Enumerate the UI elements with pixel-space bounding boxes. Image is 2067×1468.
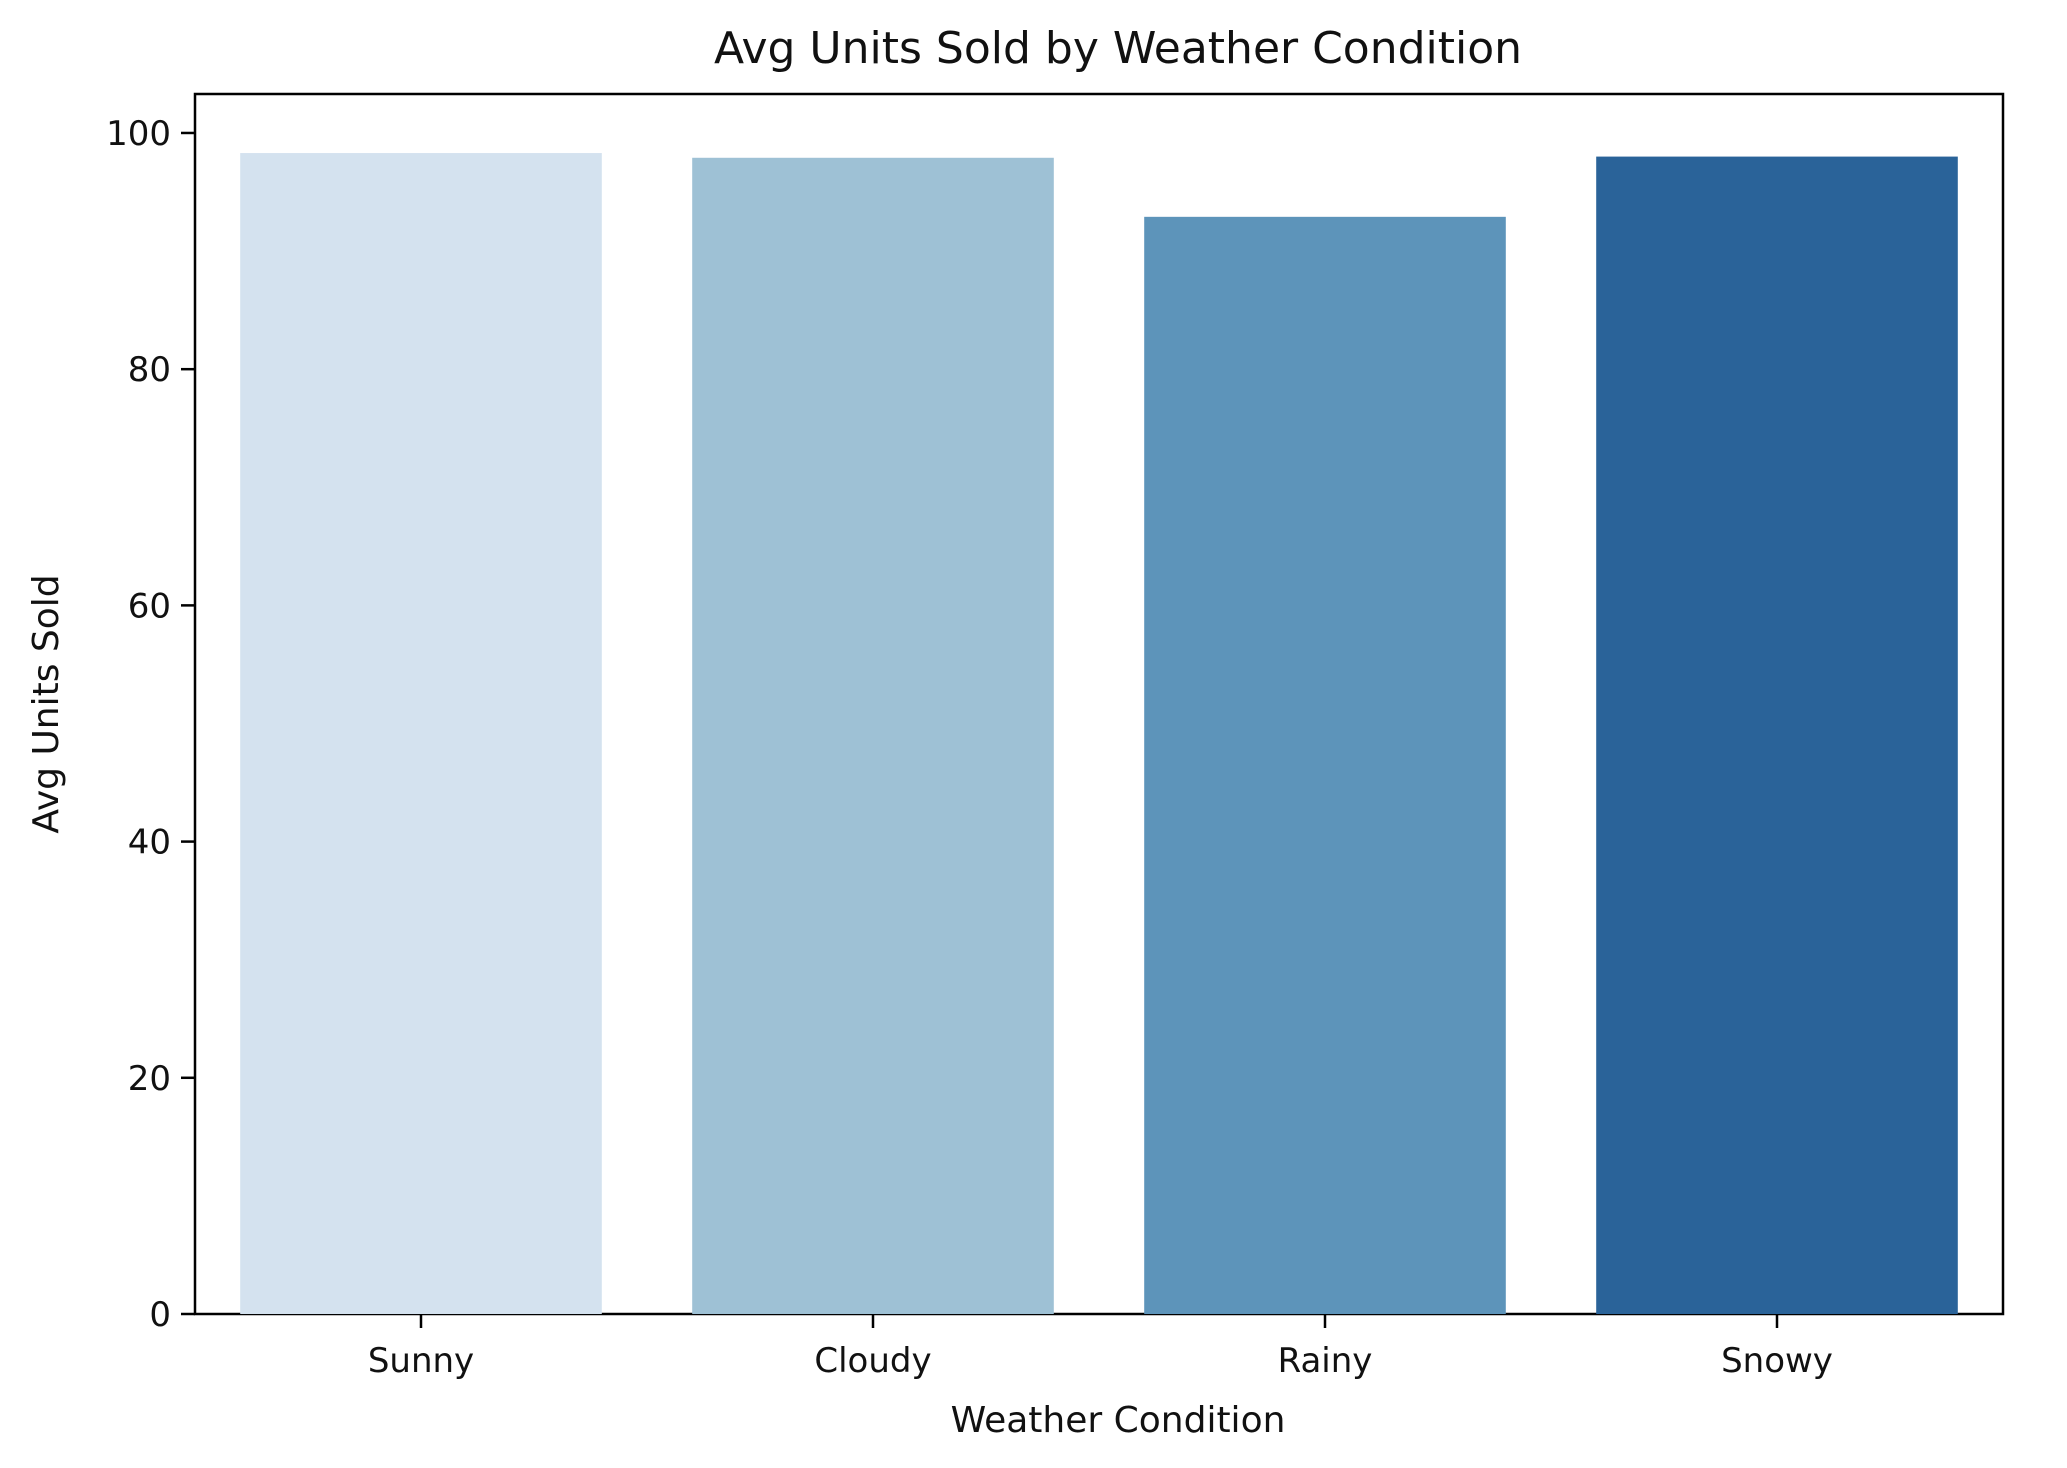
- bar-rainy: [1144, 216, 1506, 1315]
- chart-title: Avg Units Sold by Weather Condition: [714, 23, 1522, 74]
- x-tick-label-snowy: Snowy: [1721, 1341, 1833, 1381]
- y-tick-label-100: 100: [106, 114, 171, 154]
- bars-group: [240, 153, 1958, 1315]
- x-tick-label-sunny: Sunny: [368, 1341, 474, 1381]
- x-tick-label-cloudy: Cloudy: [814, 1341, 931, 1381]
- y-axis-label: Avg Units Sold: [26, 574, 67, 833]
- y-tick-label-80: 80: [128, 350, 171, 390]
- x-axis-ticks: Sunny Cloudy Rainy Snowy: [368, 1314, 1833, 1381]
- y-tick-label-0: 0: [149, 1295, 171, 1335]
- x-axis-label: Weather Condition: [951, 1400, 1286, 1441]
- y-tick-label-60: 60: [128, 586, 171, 626]
- y-tick-label-40: 40: [128, 823, 171, 863]
- x-tick-label-rainy: Rainy: [1278, 1341, 1373, 1381]
- bar-snowy: [1596, 156, 1958, 1315]
- bar-cloudy: [692, 157, 1054, 1314]
- y-tick-label-20: 20: [128, 1059, 171, 1099]
- y-axis-ticks: 0 20 40 60 80 100: [106, 114, 195, 1335]
- plot-area: 0 20 40 60 80 100 Sunny Cloudy Rainy Snowy: [106, 92, 2005, 1381]
- bar-sunny: [240, 153, 602, 1314]
